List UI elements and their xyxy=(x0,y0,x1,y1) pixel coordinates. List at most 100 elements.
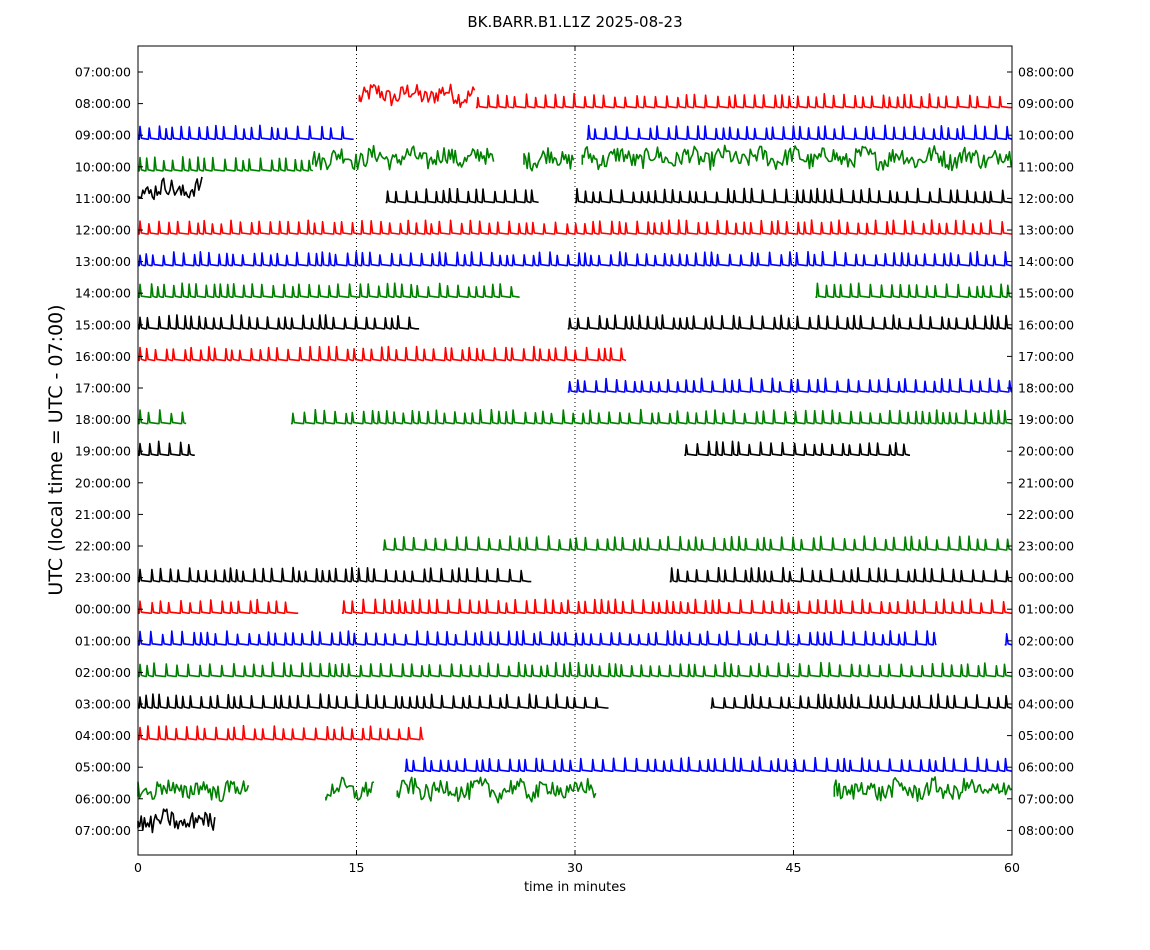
trace-row-6 xyxy=(138,250,1012,267)
left-tick-label: 15:00:00 xyxy=(75,317,131,332)
right-tick-label: 15:00:00 xyxy=(1018,286,1074,301)
right-tick-label: 17:00:00 xyxy=(1018,349,1074,364)
trace-row-3 xyxy=(138,156,314,172)
trace-row-2 xyxy=(586,124,1013,140)
trace-row-4 xyxy=(385,187,539,204)
left-tick-label: 17:00:00 xyxy=(75,381,131,396)
left-tick-label: 02:00:00 xyxy=(75,665,131,680)
x-axis-label: time in minutes xyxy=(524,880,626,895)
trace-layer xyxy=(137,83,1013,834)
left-tick-label: 10:00:00 xyxy=(75,159,131,174)
right-tick-label: 23:00:00 xyxy=(1018,539,1074,554)
x-tick-label: 60 xyxy=(1004,860,1020,875)
trace-row-23 xyxy=(137,779,250,803)
left-tick-label: 20:00:00 xyxy=(75,475,131,490)
trace-row-3 xyxy=(312,144,495,171)
left-tick-label: 19:00:00 xyxy=(75,444,131,459)
right-tick-label: 11:00:00 xyxy=(1018,159,1074,174)
trace-row-1 xyxy=(475,92,1012,109)
trace-row-20 xyxy=(710,693,1012,709)
trace-row-15 xyxy=(382,535,1013,551)
left-tick-label: 08:00:00 xyxy=(75,96,131,111)
right-tick-label: 03:00:00 xyxy=(1018,665,1074,680)
trace-row-4 xyxy=(575,187,1012,204)
trace-row-8 xyxy=(567,314,1013,330)
trace-row-22 xyxy=(404,756,1013,772)
trace-row-7 xyxy=(138,282,520,298)
right-tick-label: 18:00:00 xyxy=(1018,381,1074,396)
trace-row-17 xyxy=(341,598,1012,614)
right-tick-label: 21:00:00 xyxy=(1018,475,1074,490)
left-tick-label: 07:00:00 xyxy=(75,823,131,838)
right-tick-label: 22:00:00 xyxy=(1018,507,1074,522)
x-tick-label: 0 xyxy=(134,860,142,875)
left-tick-label: 13:00:00 xyxy=(75,254,131,269)
trace-row-10 xyxy=(567,377,1013,393)
left-tick-label: 06:00:00 xyxy=(75,791,131,806)
right-tick-label: 16:00:00 xyxy=(1018,317,1074,332)
x-tick-label: 30 xyxy=(567,860,583,875)
x-axis: 0 15 30 45 60 xyxy=(134,46,1020,875)
trace-row-12 xyxy=(138,440,195,456)
trace-row-16 xyxy=(669,566,1013,583)
left-tick-label: 18:00:00 xyxy=(75,412,131,427)
right-tick-label: 09:00:00 xyxy=(1018,96,1074,111)
right-tick-label: 07:00:00 xyxy=(1018,791,1074,806)
trace-row-3 xyxy=(581,144,1012,172)
left-tick-label: 00:00:00 xyxy=(75,602,131,617)
trace-row-8 xyxy=(138,314,420,330)
trace-row-12 xyxy=(684,440,910,456)
right-tick-label: 01:00:00 xyxy=(1018,602,1074,617)
trace-row-9 xyxy=(138,345,627,362)
right-tick-label: 14:00:00 xyxy=(1018,254,1074,269)
left-tick-label: 01:00:00 xyxy=(75,633,131,648)
right-y-axis: 08:00:00 09:00:00 10:00:00 11:00:00 12:00:00… xyxy=(1018,65,1074,838)
chart-title: BK.BARR.B1.L1Z 2025-08-23 xyxy=(467,13,682,31)
trace-row-23 xyxy=(325,776,375,801)
left-tick-label: 14:00:00 xyxy=(75,286,131,301)
left-tick-label: 23:00:00 xyxy=(75,570,131,585)
y-axis-label: UTC (local time = UTC - 07:00) xyxy=(45,304,67,595)
trace-row-5 xyxy=(138,219,1012,235)
left-tick-label: 04:00:00 xyxy=(75,728,131,743)
left-tick-label: 16:00:00 xyxy=(75,349,131,364)
right-tick-label: 13:00:00 xyxy=(1018,223,1074,238)
right-tick-label: 05:00:00 xyxy=(1018,728,1074,743)
trace-row-18 xyxy=(138,630,937,646)
x-tick-label: 15 xyxy=(349,860,365,875)
left-tick-label: 22:00:00 xyxy=(75,539,131,554)
right-tick-label: 10:00:00 xyxy=(1018,128,1074,143)
left-tick-label: 21:00:00 xyxy=(75,507,131,522)
trace-row-16 xyxy=(138,566,532,583)
trace-row-3 xyxy=(523,147,575,172)
left-tick-label: 12:00:00 xyxy=(75,223,131,238)
right-tick-label: 19:00:00 xyxy=(1018,412,1074,427)
right-tick-label: 00:00:00 xyxy=(1018,570,1074,585)
right-tick-label: 08:00:00 xyxy=(1018,65,1074,80)
left-tick-label: 09:00:00 xyxy=(75,128,131,143)
trace-row-7 xyxy=(815,282,1013,298)
trace-row-4 xyxy=(137,176,203,201)
trace-row-18 xyxy=(1004,633,1013,646)
trace-row-23 xyxy=(396,776,597,804)
left-tick-label: 07:00:00 xyxy=(75,65,131,80)
left-tick-label: 11:00:00 xyxy=(75,191,131,206)
trace-row-11 xyxy=(138,409,187,425)
left-y-axis: 07:00:00 08:00:00 09:00:00 10:00:00 11:00:00… xyxy=(75,65,1012,838)
trace-row-21 xyxy=(138,724,424,741)
trace-row-1 xyxy=(358,83,476,108)
x-tick-label: 45 xyxy=(786,860,802,875)
right-tick-label: 06:00:00 xyxy=(1018,760,1074,775)
right-tick-label: 20:00:00 xyxy=(1018,444,1074,459)
right-tick-label: 02:00:00 xyxy=(1018,633,1074,648)
trace-row-23 xyxy=(833,776,1013,802)
trace-row-2 xyxy=(138,124,354,140)
trace-row-19 xyxy=(138,661,1013,678)
trace-row-20 xyxy=(138,693,609,709)
right-tick-label: 12:00:00 xyxy=(1018,191,1074,206)
right-tick-label: 08:00:00 xyxy=(1018,823,1074,838)
trace-row-17 xyxy=(138,598,299,614)
left-tick-label: 05:00:00 xyxy=(75,760,131,775)
right-tick-label: 04:00:00 xyxy=(1018,697,1074,712)
